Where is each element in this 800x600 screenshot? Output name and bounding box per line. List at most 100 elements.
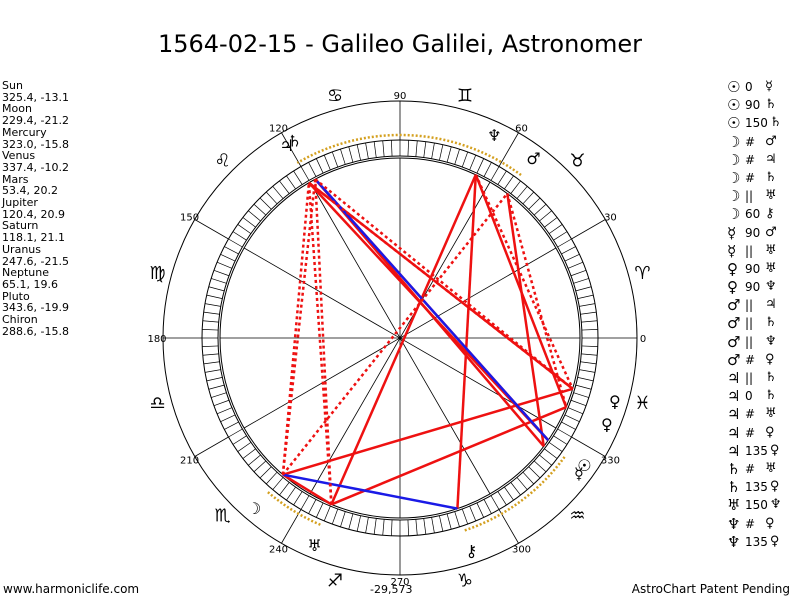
degree-tick xyxy=(224,421,239,430)
aspect-type: 60 xyxy=(745,207,761,222)
degree-tick xyxy=(248,454,261,466)
degree-tick xyxy=(497,491,507,506)
aspect-planet-2: ♀ xyxy=(765,515,775,531)
aspect-planet-2: ♄ xyxy=(765,388,777,404)
aspect-type: || xyxy=(745,371,754,385)
degree-label: 180 xyxy=(147,334,166,345)
website-link[interactable]: www.harmoniclife.com xyxy=(3,582,140,596)
degree-tick xyxy=(581,345,598,347)
aspect-planet-1: ☉ xyxy=(727,114,741,133)
degree-label: 120 xyxy=(269,124,288,135)
degree-tick xyxy=(203,311,220,315)
degree-tick xyxy=(504,175,514,190)
aspect-planet-2: ♄ xyxy=(769,115,782,131)
degree-label: 210 xyxy=(180,456,199,467)
degree-tick xyxy=(553,435,568,445)
aspect-line xyxy=(282,473,458,510)
degree-tick xyxy=(348,513,354,530)
aspect-planet-1: ☽ xyxy=(727,187,741,206)
planet-glyph: ♃ xyxy=(279,136,293,155)
degree-tick xyxy=(373,141,377,158)
aspect-planet-2: ♀ xyxy=(765,424,775,440)
aspect-planet-2: ♅ xyxy=(765,188,777,204)
chart-title: 1564-02-15 - Galileo Galilei, Astronomer xyxy=(157,30,643,58)
degree-tick xyxy=(581,353,598,356)
planet-name: Pluto xyxy=(2,289,30,303)
aspect-row: ☽ 60 ⚷ xyxy=(727,205,799,223)
planet-glyph: ⚷ xyxy=(466,541,478,560)
degree-tick xyxy=(265,471,278,485)
degree-tick xyxy=(548,442,563,452)
aspect-planet-2: ♅ xyxy=(765,260,777,276)
aspect-row: ♂ || ♄ xyxy=(727,314,799,332)
patent-notice: AstroChart Patent Pending xyxy=(631,582,790,596)
aspect-planet-2: ☿ xyxy=(765,79,773,94)
aspect-planet-2: ♅ xyxy=(765,242,777,258)
degree-tick xyxy=(323,154,331,170)
aspect-row: ♅ 150 ♆ xyxy=(727,496,799,514)
wheel-spokes xyxy=(220,158,580,518)
degree-tick xyxy=(206,377,223,382)
aspect-planet-1: ☉ xyxy=(727,96,741,115)
degree-tick xyxy=(208,286,225,292)
aspect-planet-2: ♅ xyxy=(765,460,777,476)
degree-tick xyxy=(286,175,296,190)
zodiac-sign-glyph: ♐ xyxy=(327,570,343,591)
aspect-row: ☿ || ♅ xyxy=(727,242,799,260)
degree-tick xyxy=(544,448,558,459)
degree-label: 270 xyxy=(390,577,409,588)
aspect-planet-2: ⚷ xyxy=(765,206,775,222)
planet-glyphs: ☉ ☽ ☿ ♀ ♂ ♃♄ ♅ ♆ ♀ ⚷ xyxy=(247,126,621,560)
arc-highlight xyxy=(267,491,323,527)
aspect-row: ♀ 90 ♆ xyxy=(727,278,799,296)
aspect-planet-2: ♅ xyxy=(765,406,777,422)
degree-tick xyxy=(522,191,535,205)
aspect-planet-2: ♄ xyxy=(765,370,777,385)
degree-tick xyxy=(407,519,409,536)
aspect-row: ☿ 90 ♂ xyxy=(727,224,799,242)
degree-label: 330 xyxy=(601,456,620,467)
planet-coords: 53.4, 20.2 xyxy=(2,184,58,198)
sign-divider xyxy=(281,132,302,167)
degree-tick xyxy=(213,269,230,277)
aspect-planet-2: ♂ xyxy=(765,133,777,149)
degree-tick xyxy=(237,224,252,234)
zodiac-sign-glyph: ♏ xyxy=(214,505,230,526)
aspect-planet-1: ☽ xyxy=(727,150,741,169)
planet-coords: 118.1, 21.1 xyxy=(2,231,65,245)
degree-tick xyxy=(490,166,500,181)
aspect-planet-2: ♂ xyxy=(765,224,777,240)
aspect-line xyxy=(456,174,478,509)
aspect-planet-1: ♅ xyxy=(727,496,741,515)
degree-tick xyxy=(573,278,589,284)
degree-tick xyxy=(570,269,587,277)
degree-tick xyxy=(454,149,460,165)
aspect-row: ♄ 135 ♀ xyxy=(727,478,799,496)
degree-tick xyxy=(213,399,230,407)
aspect-type: 0 xyxy=(745,389,753,404)
wheel-rings xyxy=(162,100,638,576)
aspect-row: ♃ # ♀ xyxy=(727,424,799,442)
aspect-type: 90 xyxy=(745,98,761,113)
degree-tick xyxy=(557,428,572,438)
degree-tick xyxy=(279,180,290,194)
zodiac-sign-glyph: ♌ xyxy=(214,151,230,172)
planet-coords: 288.6, -15.8 xyxy=(2,324,69,338)
aspect-planet-1: ☽ xyxy=(727,205,741,224)
aspect-planet-1: ♀ xyxy=(727,259,738,278)
aspect-type: # xyxy=(745,516,756,531)
degree-tick xyxy=(202,345,219,347)
degree-tick xyxy=(373,518,377,535)
aspect-planet-1: ♃ xyxy=(727,369,741,387)
aspect-planet-1: ♀ xyxy=(727,278,738,297)
aspect-planet-2: ♄ xyxy=(765,315,777,331)
aspect-type: # xyxy=(745,134,756,149)
aspect-row: ☽ || ♅ xyxy=(727,187,799,205)
degree-tick xyxy=(516,477,528,490)
aspect-type: 150 xyxy=(745,498,768,513)
aspect-row: ♃ || ♄ xyxy=(727,369,799,387)
degree-tick xyxy=(528,466,541,479)
aspect-planet-2: ♆ xyxy=(769,497,782,513)
degree-tick xyxy=(575,384,592,390)
